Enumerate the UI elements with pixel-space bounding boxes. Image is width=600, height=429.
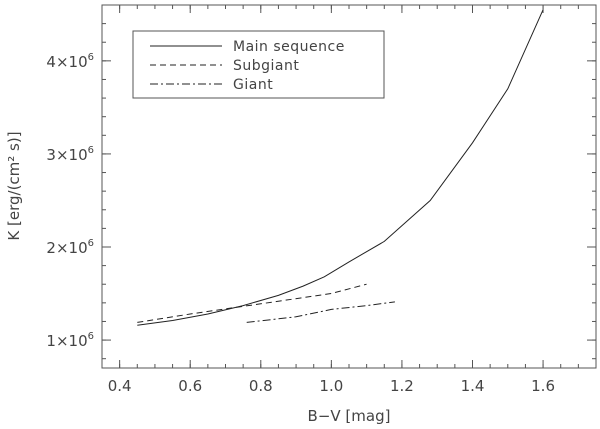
legend-label: Giant [233,77,273,93]
series-line-subgiant [137,283,367,323]
x-tick-label: 0.6 [178,377,202,395]
x-tick-label: 1.6 [531,377,555,395]
x-tick-label: 1.0 [319,377,343,395]
legend: Main sequence Subgiant Giant [132,30,385,99]
y-tick-label: 3×106 [46,145,94,164]
series-layer [137,9,544,326]
x-axis-ticks: 0.4 0.6 0.8 1.0 1.2 1.4 1.6 [108,5,579,395]
x-tick-label: 1.2 [390,377,414,395]
x-tick-label: 1.4 [461,377,485,395]
series-line-main-sequence [137,9,544,326]
series-line-giant [246,301,395,323]
y-axis-ticks: 1×106 2×106 3×106 4×106 [46,4,596,360]
legend-box [132,30,385,99]
plot-frame [101,4,597,369]
y-tick-label: 1×106 [46,331,94,350]
legend-label: Subgiant [233,58,299,74]
y-axis-title: K [erg/(cm² s)] [5,131,23,240]
y-tick-label: 2×106 [46,238,94,257]
x-axis-title: B−V [mag] [308,407,391,425]
legend-label: Main sequence [233,39,345,55]
x-tick-label: 0.4 [108,377,132,395]
y-tick-label: 4×106 [46,52,94,71]
x-tick-label: 0.8 [249,377,273,395]
